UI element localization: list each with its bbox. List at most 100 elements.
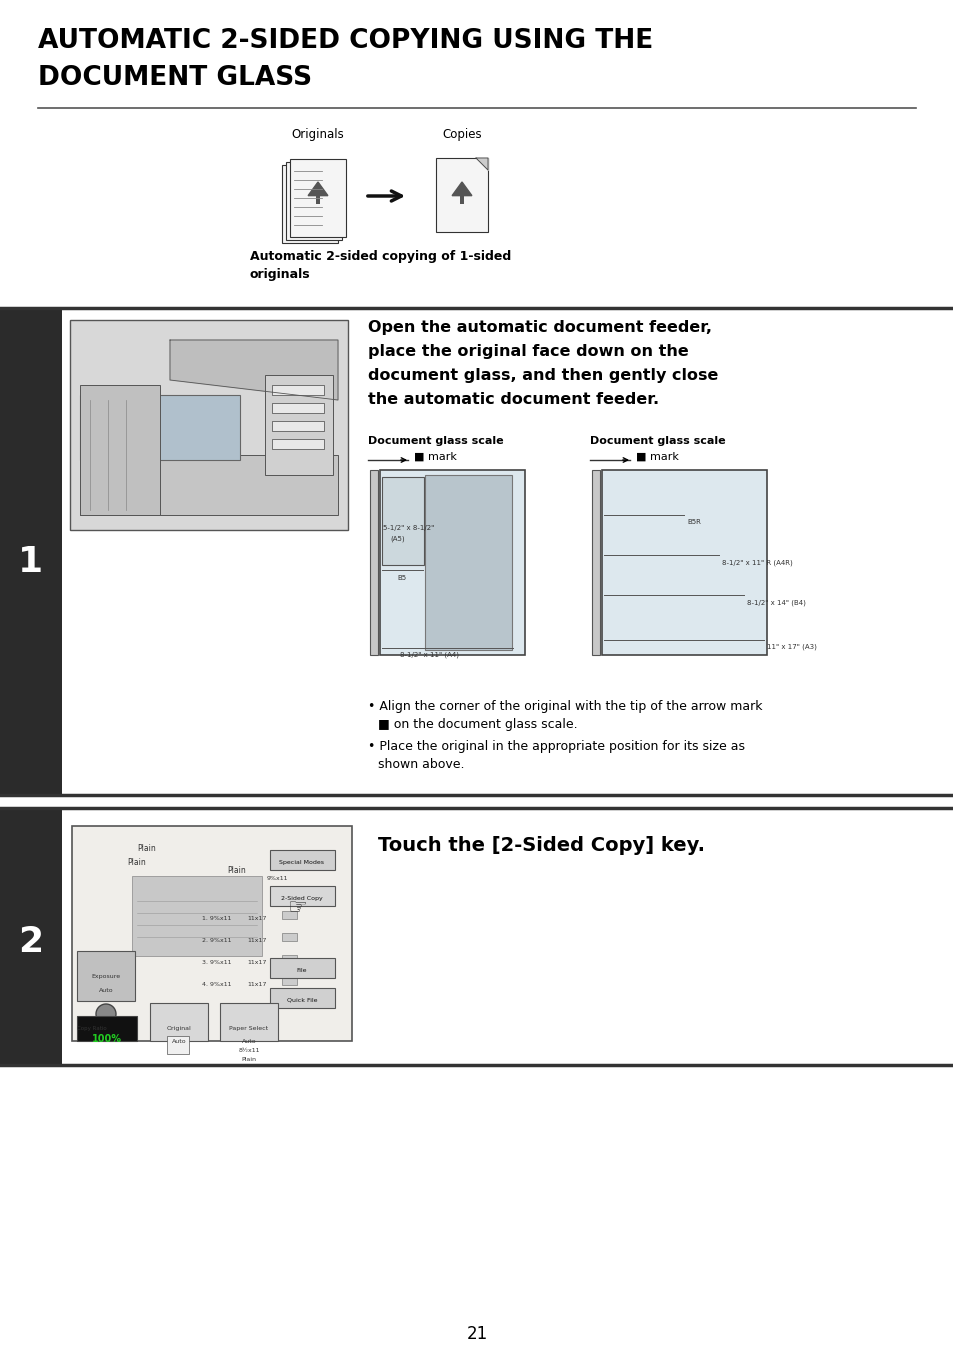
Bar (71, 825, 352, 1042)
Text: 2-Sided Copy: 2-Sided Copy (281, 896, 322, 901)
Text: ☞: ☞ (287, 898, 307, 917)
Text: Copy Ratio: Copy Ratio (77, 1025, 107, 1031)
Text: Open the automatic document feeder,: Open the automatic document feeder, (368, 320, 711, 335)
Text: Automatic 2-sided copying of 1-sided: Automatic 2-sided copying of 1-sided (250, 250, 511, 263)
Bar (282, 955, 296, 963)
Text: B5: B5 (397, 576, 406, 581)
Bar (80, 385, 160, 515)
Text: (A5): (A5) (390, 536, 404, 543)
Text: 11x17: 11x17 (247, 938, 266, 943)
Bar (80, 394, 240, 459)
Circle shape (96, 1004, 116, 1024)
Bar (424, 476, 512, 650)
Bar (270, 850, 335, 870)
Bar (272, 439, 324, 449)
Text: 8½x11: 8½x11 (238, 1048, 259, 1052)
Polygon shape (308, 182, 328, 196)
Text: Document glass scale: Document glass scale (368, 436, 503, 446)
Text: 9%x11: 9%x11 (267, 875, 288, 881)
Text: • Place the original in the appropriate position for its size as: • Place the original in the appropriate … (368, 740, 744, 753)
Text: Touch the [2-Sided Copy] key.: Touch the [2-Sided Copy] key. (377, 836, 704, 855)
Bar (381, 477, 423, 565)
Bar (220, 1002, 277, 1042)
Text: 2. 9%x11: 2. 9%x11 (202, 938, 232, 943)
Text: Exposure: Exposure (91, 974, 120, 979)
Text: AUTOMATIC 2-SIDED COPYING USING THE: AUTOMATIC 2-SIDED COPYING USING THE (38, 28, 653, 54)
Bar (315, 196, 319, 204)
Bar (80, 455, 337, 515)
Bar (272, 385, 324, 394)
Text: Document glass scale: Document glass scale (589, 436, 725, 446)
Bar (459, 196, 463, 204)
Bar (601, 470, 766, 655)
Bar (270, 988, 335, 1008)
Bar (77, 1016, 137, 1042)
Text: Original: Original (167, 1025, 192, 1031)
Bar (270, 958, 335, 978)
Text: ■ mark: ■ mark (636, 453, 679, 462)
Bar (290, 159, 346, 236)
Polygon shape (170, 340, 337, 400)
Bar (592, 470, 599, 655)
Text: 1. 9%x11: 1. 9%x11 (202, 916, 232, 921)
Bar (0, 808, 62, 1065)
Text: Special Modes: Special Modes (279, 861, 324, 865)
Text: 8-1/2" x 14" (B4): 8-1/2" x 14" (B4) (746, 598, 805, 605)
Text: document glass, and then gently close: document glass, and then gently close (368, 367, 718, 382)
Text: shown above.: shown above. (377, 758, 464, 771)
Text: 8-1/2" x 11" (A4): 8-1/2" x 11" (A4) (399, 653, 458, 658)
Bar (272, 403, 324, 413)
Text: • Align the corner of the original with the tip of the arrow mark: • Align the corner of the original with … (368, 700, 761, 713)
Text: Auto: Auto (241, 1039, 256, 1044)
Text: Paper Select: Paper Select (230, 1025, 269, 1031)
Text: 8-1/2" x 11" R (A4R): 8-1/2" x 11" R (A4R) (721, 559, 792, 566)
Text: 1: 1 (18, 544, 44, 578)
Text: Plain: Plain (241, 1056, 256, 1062)
Bar (132, 875, 262, 957)
Bar (436, 158, 488, 232)
Bar (70, 320, 348, 530)
Text: place the original face down on the: place the original face down on the (368, 345, 688, 359)
Text: 100%: 100% (91, 1034, 122, 1044)
Text: 21: 21 (466, 1325, 487, 1343)
Text: Auto: Auto (98, 988, 113, 993)
Bar (77, 951, 135, 1001)
Bar (265, 376, 333, 476)
Text: ■ on the document glass scale.: ■ on the document glass scale. (377, 717, 577, 731)
Text: File: File (296, 969, 307, 973)
Text: Auto: Auto (172, 1039, 186, 1044)
Text: Plain: Plain (128, 858, 146, 867)
Text: 11x17: 11x17 (247, 982, 266, 988)
Bar (282, 934, 296, 942)
Text: 5-1/2" x 8-1/2": 5-1/2" x 8-1/2" (382, 526, 434, 531)
Bar (150, 1002, 208, 1042)
Text: 2: 2 (18, 924, 44, 958)
Bar (167, 1036, 189, 1054)
Bar (272, 422, 324, 431)
Text: Quick File: Quick File (287, 998, 317, 1002)
Bar (270, 886, 335, 907)
Bar (370, 470, 377, 655)
Text: ■ mark: ■ mark (414, 453, 456, 462)
Text: originals: originals (250, 267, 311, 281)
Bar (282, 977, 296, 985)
Bar (282, 165, 337, 243)
Bar (379, 470, 524, 655)
Bar (286, 162, 341, 240)
Text: Plain: Plain (228, 866, 246, 875)
Text: Originals: Originals (292, 128, 344, 141)
Text: B5R: B5R (686, 519, 700, 526)
Text: 4. 9%x11: 4. 9%x11 (202, 982, 232, 988)
Text: 3. 9%x11: 3. 9%x11 (202, 961, 232, 965)
Text: 11x17: 11x17 (247, 916, 266, 921)
Polygon shape (476, 158, 488, 170)
Bar (0, 308, 62, 794)
Text: the automatic document feeder.: the automatic document feeder. (368, 392, 659, 407)
Text: Plain: Plain (137, 844, 156, 852)
Bar (282, 911, 296, 919)
Text: Copies: Copies (442, 128, 481, 141)
Text: 11" x 17" (A3): 11" x 17" (A3) (766, 644, 816, 650)
Text: 11x17: 11x17 (247, 961, 266, 965)
Polygon shape (452, 182, 472, 196)
Text: DOCUMENT GLASS: DOCUMENT GLASS (38, 65, 312, 91)
